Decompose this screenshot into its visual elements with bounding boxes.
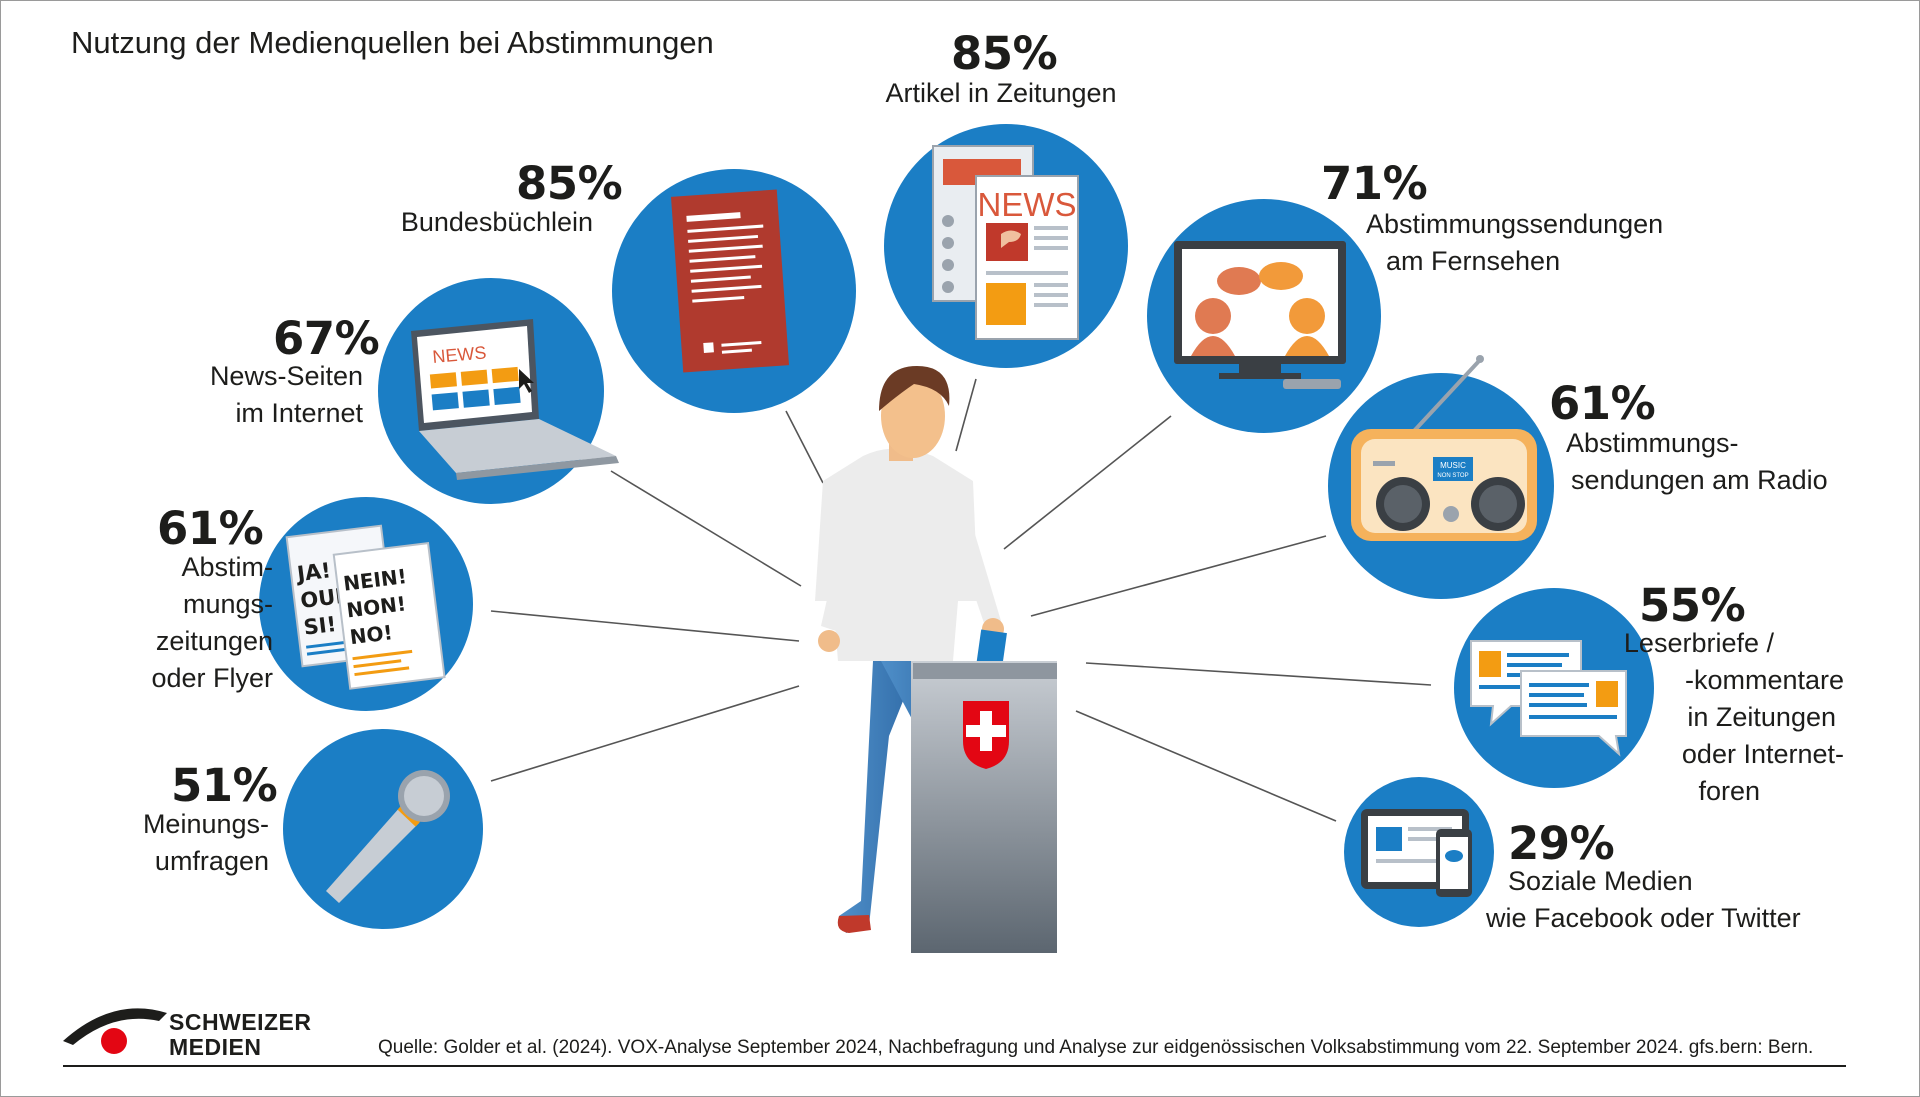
ballot-box [911, 661, 1057, 953]
pct-fernsehen: 71% [1321, 157, 1428, 210]
svg-text:NON STOP: NON STOP [1437, 473, 1468, 479]
microphone-icon [326, 770, 450, 903]
radio-icon: MUSIC NON STOP [1351, 355, 1537, 541]
label-soziale: Soziale Medien wie Facebook oder Twitter [1486, 866, 1801, 933]
svg-text:NEWS: NEWS [432, 342, 488, 367]
newspaper-icon: NEWS [932, 145, 1079, 340]
label-radio: Abstimmungs- sendungen am Radio [1566, 428, 1828, 495]
schweizer-medien-logo [63, 1008, 167, 1054]
label-newsseiten: News-Seiten im Internet [209, 361, 363, 428]
flyer-icon: JA! OUI! SI! NEIN! NON! NO! [285, 524, 446, 690]
pct-flyer: 61% [157, 502, 264, 555]
svg-text:NEWS: NEWS [978, 186, 1077, 223]
label-flyer: Abstim- mungs- zeitungen oder Flyer [151, 552, 273, 693]
connector-lines [490, 378, 1432, 822]
social-media-icon [1361, 809, 1472, 897]
source-note: Quelle: Golder et al. (2024). VOX-Analys… [378, 1037, 1814, 1058]
svg-text:SI!: SI! [302, 612, 337, 640]
label-fernsehen: Abstimmungssendungen am Fernsehen [1366, 209, 1664, 276]
pct-radio: 61% [1549, 377, 1656, 430]
svg-text:MUSIC: MUSIC [1440, 461, 1466, 470]
laptop-icon: NEWS [411, 319, 619, 480]
tv-icon [1174, 241, 1346, 389]
pct-zeitungen: 85% [951, 27, 1058, 80]
pct-umfragen: 51% [171, 759, 278, 812]
pct-newsseiten: 67% [273, 312, 380, 365]
label-zeitungen: Artikel in Zeitungen [885, 78, 1117, 108]
svg-text:JA!: JA! [294, 558, 332, 586]
svg-text:NO!: NO! [348, 620, 393, 649]
label-leserbriefe: Leserbriefe / -kommentare in Zeitungen o… [1623, 628, 1844, 806]
pct-soziale: 29% [1508, 817, 1615, 870]
label-bundesbuechlein: Bundesbüchlein [400, 207, 593, 237]
footer-rule [63, 1065, 1846, 1067]
booklet-icon [670, 189, 790, 373]
logo-text: SCHWEIZER MEDIEN [169, 1009, 312, 1060]
comments-icon [1470, 640, 1627, 757]
label-umfragen: Meinungs- umfragen [142, 809, 269, 876]
pct-bundesbuechlein: 85% [516, 157, 623, 210]
pct-leserbriefe: 55% [1639, 579, 1746, 632]
page-title: Nutzung der Medienquellen bei Abstimmung… [71, 25, 714, 60]
